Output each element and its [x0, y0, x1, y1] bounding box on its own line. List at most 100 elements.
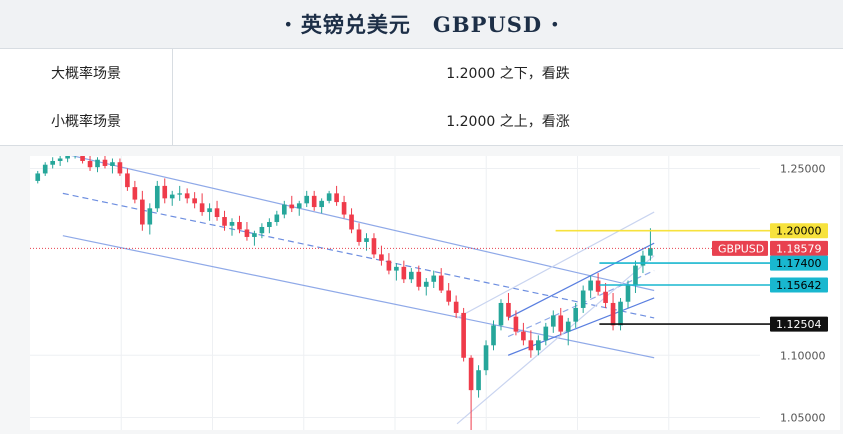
- candle-body: [483, 345, 489, 371]
- candle-body: [468, 357, 474, 391]
- candle-body: [87, 160, 93, 168]
- candle-body: [550, 315, 556, 327]
- price-label: 1.15642: [776, 279, 822, 292]
- candle-body: [177, 193, 183, 195]
- price-label-box: [770, 223, 828, 239]
- candle-body: [132, 187, 138, 200]
- candle-body: [289, 204, 295, 209]
- candle-body: [349, 214, 354, 230]
- candle-body: [536, 340, 541, 351]
- y-tick-label: 1.25000: [780, 162, 826, 175]
- candle-body: [192, 198, 197, 204]
- candle-body: [207, 208, 212, 213]
- price-label-box: [770, 277, 828, 293]
- scenario-value: 1.2000 之下，看跌: [446, 66, 570, 82]
- scenario-row-major: 大概率场景 1.2000 之下，看跌: [0, 49, 843, 98]
- candle-body: [386, 260, 392, 271]
- candle-body: [379, 254, 384, 261]
- price-label-box: [770, 240, 828, 256]
- candle-body: [521, 331, 526, 341]
- price-label: 1.17400: [776, 257, 822, 270]
- candle-body: [595, 280, 601, 292]
- candle-body: [461, 312, 466, 358]
- candle-body: [528, 340, 534, 351]
- scenario-row-minor: 小概率场景 1.2000 之上，看涨: [0, 97, 843, 146]
- candle-body: [491, 325, 496, 346]
- candle-body: [446, 290, 451, 302]
- candle-body: [222, 217, 227, 226]
- candle-body: [334, 193, 339, 203]
- bullet-left-icon: •: [283, 14, 293, 34]
- candle-body: [229, 222, 235, 226]
- scenario-label: 小概率场景: [0, 97, 173, 145]
- candle-body: [244, 229, 250, 237]
- candle-body: [513, 316, 519, 332]
- candle-body: [50, 160, 55, 165]
- candle-body: [543, 326, 549, 341]
- candle-body: [565, 321, 571, 332]
- candle-body: [401, 266, 407, 280]
- page-title: 英镑兑美元 GBPUSD: [300, 12, 543, 37]
- candle-body: [618, 301, 623, 326]
- price-label: 1.12504: [776, 318, 822, 331]
- candle-body: [371, 238, 377, 255]
- candle-body: [558, 315, 564, 332]
- candle-body: [35, 173, 41, 181]
- price-label: 1.18579: [776, 242, 822, 255]
- symbol-tag: GBPUSD: [718, 242, 764, 255]
- chart-svg: 1.25000 1.10000 1.05000 1.20000 1.18579 GBPUS…: [30, 156, 828, 430]
- candle-body: [610, 302, 616, 326]
- candle-body: [154, 185, 160, 209]
- candle-body: [304, 195, 310, 204]
- candle-body: [125, 173, 130, 188]
- candle-body: [364, 238, 369, 242]
- candle-body: [267, 222, 272, 227]
- trend-line: [70, 156, 655, 292]
- candle-body: [394, 266, 399, 271]
- candle-body: [633, 265, 638, 286]
- y-tick-label: 1.05000: [780, 412, 826, 425]
- bullet-right-icon: •: [550, 14, 560, 34]
- candle-body: [326, 193, 332, 201]
- candle-body: [625, 285, 631, 302]
- trend-line: [507, 242, 655, 319]
- symbol-tag-box: [712, 240, 768, 256]
- candle-body: [423, 281, 429, 287]
- title-bar: • 英镑兑美元 GBPUSD •: [0, 0, 843, 49]
- candle-body: [409, 271, 414, 280]
- trend-line: [62, 235, 655, 359]
- trend-line: [456, 255, 655, 425]
- candle-body: [274, 214, 280, 223]
- candle-body: [102, 159, 108, 166]
- candle-body: [57, 158, 63, 161]
- candle-body: [580, 290, 586, 308]
- candle-body: [95, 159, 100, 168]
- candle-body: [184, 193, 190, 199]
- candle-body: [110, 162, 115, 166]
- candle-body: [281, 204, 287, 215]
- candle-body: [603, 291, 608, 303]
- candle-body: [42, 164, 48, 174]
- candle-body: [431, 275, 437, 282]
- candle-body: [65, 156, 70, 159]
- candle-body: [438, 275, 444, 291]
- candle-body: [199, 203, 205, 213]
- scenario-value: 1.2000 之上，看涨: [446, 114, 570, 130]
- candle-body: [341, 202, 347, 215]
- candle-body: [648, 248, 653, 256]
- candle-body: [506, 302, 511, 317]
- candle-body: [162, 185, 168, 199]
- candle-body: [588, 280, 593, 291]
- candle-body: [640, 255, 646, 266]
- price-label-box: [770, 255, 828, 271]
- scenario-label: 大概率场景: [0, 49, 173, 97]
- candle-body: [476, 370, 481, 391]
- candle-body: [319, 200, 324, 208]
- y-tick-label: 1.10000: [780, 349, 826, 362]
- candle-body: [311, 195, 317, 208]
- price-chart: 1.25000 1.10000 1.05000 1.20000 1.18579 GBPUS…: [30, 156, 840, 430]
- candle-body: [416, 271, 422, 287]
- candle-body: [453, 301, 459, 313]
- candle-body: [296, 203, 302, 209]
- candle-body: [498, 302, 504, 326]
